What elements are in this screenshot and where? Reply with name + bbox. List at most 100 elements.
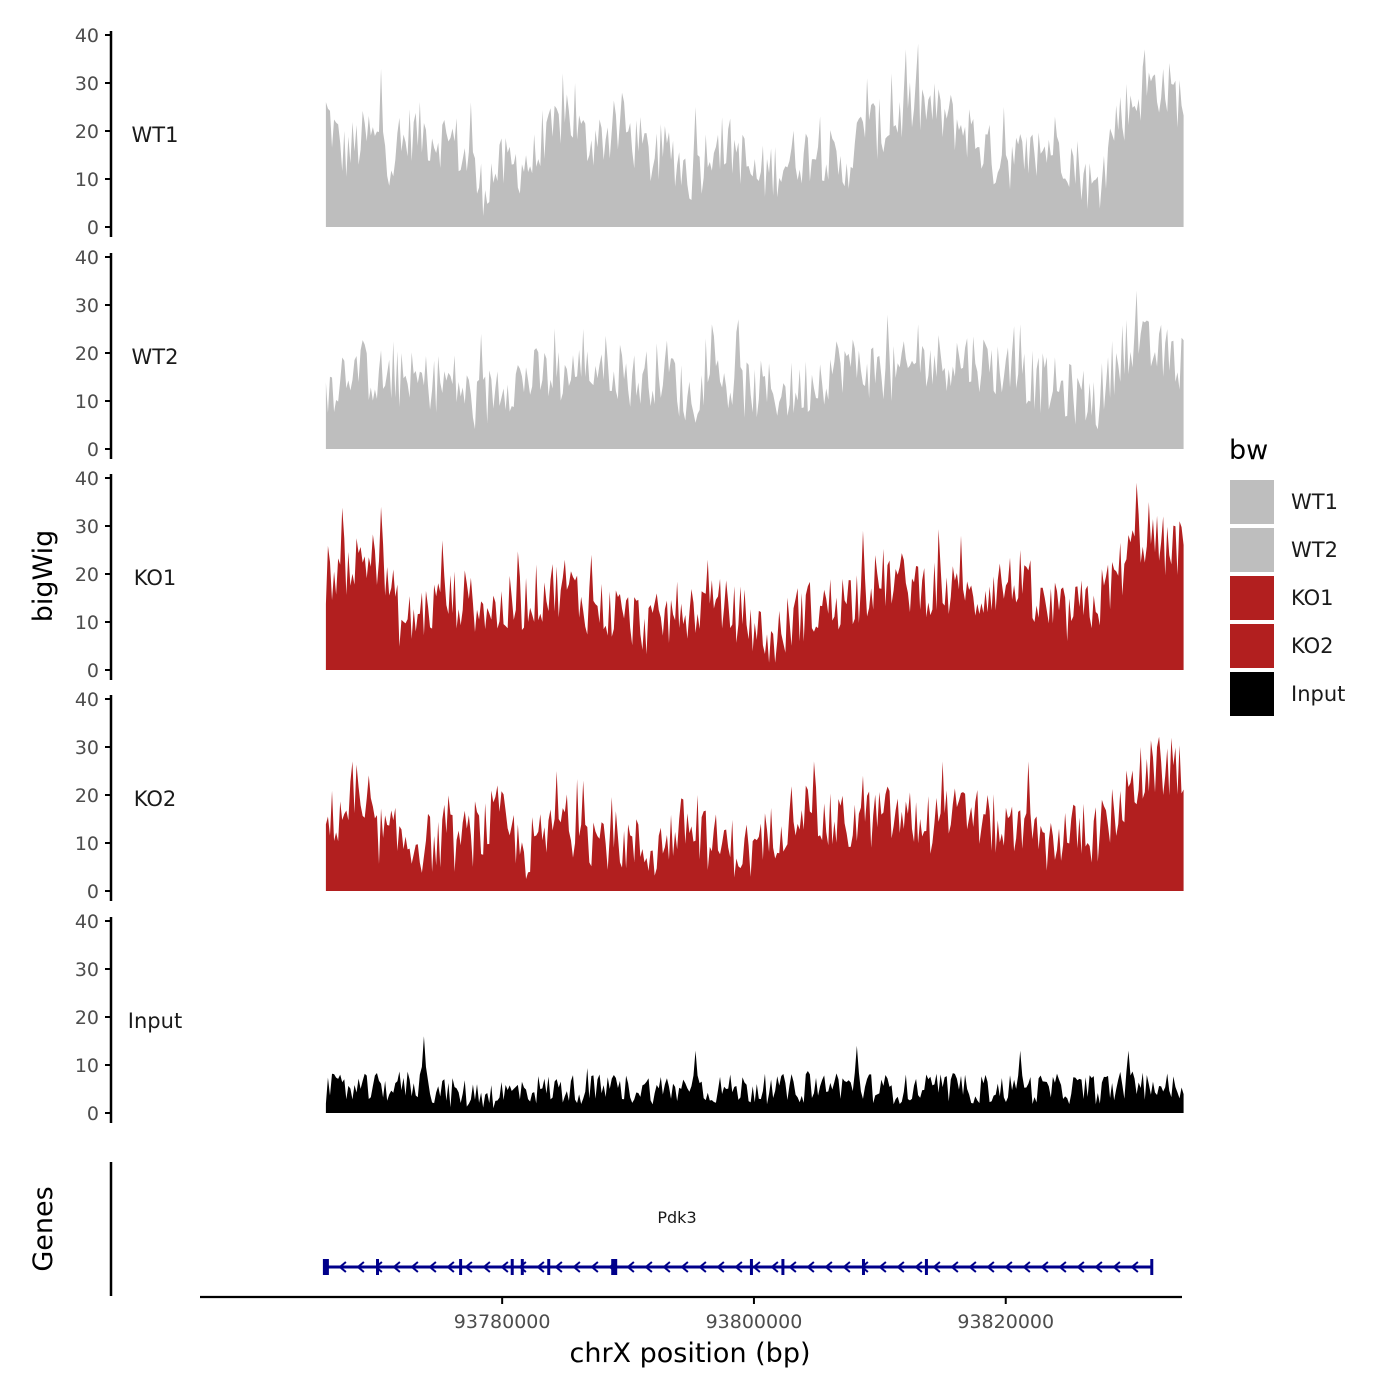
strand-arrow-icon <box>608 1261 617 1273</box>
strand-arrow-icon <box>1130 1261 1139 1273</box>
strand-arrow-icon <box>1112 1261 1121 1273</box>
gene-exon <box>510 1259 514 1275</box>
gene-exon <box>376 1259 380 1275</box>
y-tick-label: 0 <box>87 439 99 461</box>
legend-item-wt1: WT1 <box>1228 478 1338 526</box>
strand-arrow-icon <box>338 1261 347 1273</box>
gene-exon <box>520 1259 524 1275</box>
strand-arrow-icon <box>752 1261 761 1273</box>
genes-axis-title: Genes <box>28 1186 59 1271</box>
legend-swatch <box>1228 574 1276 622</box>
x-tick-label: 93800000 <box>706 1311 803 1333</box>
signal-area-ko2 <box>325 736 1184 891</box>
y-tick-label: 10 <box>75 833 99 855</box>
gene-exon <box>322 1259 329 1275</box>
strand-arrow-icon <box>644 1261 653 1273</box>
strand-arrow-icon <box>950 1261 959 1273</box>
y-tick-label: 10 <box>75 612 99 634</box>
gene-exon <box>781 1259 785 1275</box>
legend-swatch <box>1228 526 1276 574</box>
gene-exon <box>861 1259 865 1275</box>
strand-arrow-icon <box>518 1261 527 1273</box>
legend-item-ko2: KO2 <box>1228 622 1334 670</box>
x-axis: 93780000 93800000 93820000 <box>200 1295 1182 1333</box>
legend-item-wt2: WT2 <box>1228 526 1338 574</box>
track-ko2: 0 10 20 30 40 <box>75 689 1184 903</box>
signal-area-input <box>325 1036 1184 1113</box>
y-tick-label: 30 <box>75 73 99 95</box>
genes-panel: Pdk3 <box>109 1162 1154 1296</box>
y-tick-label: 40 <box>75 247 99 269</box>
track-input: 0 10 20 30 40 <box>75 911 1184 1125</box>
track-wt1: 0 10 20 30 40 <box>75 25 1184 239</box>
signal-area-wt1 <box>325 43 1184 228</box>
y-tick-label: 40 <box>75 911 99 933</box>
strand-arrow-icon <box>680 1261 689 1273</box>
y-tick-label: 10 <box>75 1055 99 1077</box>
gene-exon <box>611 1259 618 1275</box>
legend-label: WT2 <box>1291 538 1338 562</box>
strand-arrow-icon <box>1040 1261 1049 1273</box>
x-tick-label: 93780000 <box>454 1311 551 1333</box>
strand-arrow-icon <box>590 1261 599 1273</box>
legend-item-input: Input <box>1228 670 1345 718</box>
signal-area-wt2 <box>325 290 1184 449</box>
strand-arrow-icon <box>698 1261 707 1273</box>
strand-arrow-icon <box>374 1261 383 1273</box>
y-tick-label: 40 <box>75 689 99 711</box>
y-tick-label: 20 <box>75 121 99 143</box>
y-tick-label: 10 <box>75 169 99 191</box>
gene-exon <box>1150 1259 1154 1275</box>
y-tick-label: 0 <box>87 1103 99 1125</box>
strand-arrow-icon <box>824 1261 833 1273</box>
strand-arrow-icon <box>1022 1261 1031 1273</box>
legend-label: WT1 <box>1291 490 1338 514</box>
y-tick-label: 10 <box>75 391 99 413</box>
track-label-input: Input <box>128 1009 182 1033</box>
legend-items: WT1 WT2 KO1 KO2 Input <box>1228 478 1345 718</box>
y-tick-label: 20 <box>75 564 99 586</box>
gene-exon <box>547 1259 551 1275</box>
track-ko1: 0 10 20 30 40 <box>75 468 1184 682</box>
strand-arrow-icon <box>932 1261 941 1273</box>
y-tick-label: 30 <box>75 959 99 981</box>
gene-exon <box>749 1259 753 1275</box>
strand-arrow-icon <box>536 1261 545 1273</box>
strand-arrow-icon <box>572 1261 581 1273</box>
y-tick-label: 0 <box>87 217 99 239</box>
strand-arrow-icon <box>356 1261 365 1273</box>
gene-track <box>322 1259 1154 1275</box>
y-tick-label: 30 <box>75 737 99 759</box>
strand-arrow-icon <box>662 1261 671 1273</box>
strand-arrow-icon <box>842 1261 851 1273</box>
strand-arrow-icon <box>716 1261 725 1273</box>
strand-arrow-icon <box>428 1261 437 1273</box>
strand-arrow-icon <box>1004 1261 1013 1273</box>
legend-swatch <box>1228 622 1276 670</box>
x-axis-title: chrX position (bp) <box>569 1338 810 1369</box>
y-tick-label: 30 <box>75 295 99 317</box>
legend: bw WT1 WT2 KO1 KO2 Input <box>1228 435 1345 718</box>
strand-arrow-icon <box>986 1261 995 1273</box>
strand-arrow-icon <box>392 1261 401 1273</box>
strand-arrow-icon <box>500 1261 509 1273</box>
strand-arrow-icon <box>878 1261 887 1273</box>
strand-arrow-icon <box>1076 1261 1085 1273</box>
strand-arrow-icon <box>1094 1261 1103 1273</box>
legend-swatch <box>1228 478 1276 526</box>
x-axis-ticks: 93780000 93800000 93820000 <box>454 1297 1054 1333</box>
track-label-ko1: KO1 <box>134 566 177 590</box>
legend-label: Input <box>1291 682 1345 706</box>
signal-area-ko1 <box>325 482 1184 670</box>
track-labels: WT1 WT2 KO1 KO2 Input <box>128 123 182 1033</box>
legend-title: bw <box>1229 435 1268 466</box>
gene-name-label: Pdk3 <box>657 1208 696 1227</box>
strand-arrow-icon <box>554 1261 563 1273</box>
y-tick-label: 0 <box>87 660 99 682</box>
y-tick-label: 40 <box>75 468 99 490</box>
strand-arrow-icon <box>464 1261 473 1273</box>
strand-arrow-icon <box>626 1261 635 1273</box>
legend-swatch <box>1228 670 1276 718</box>
y-tick-label: 30 <box>75 516 99 538</box>
